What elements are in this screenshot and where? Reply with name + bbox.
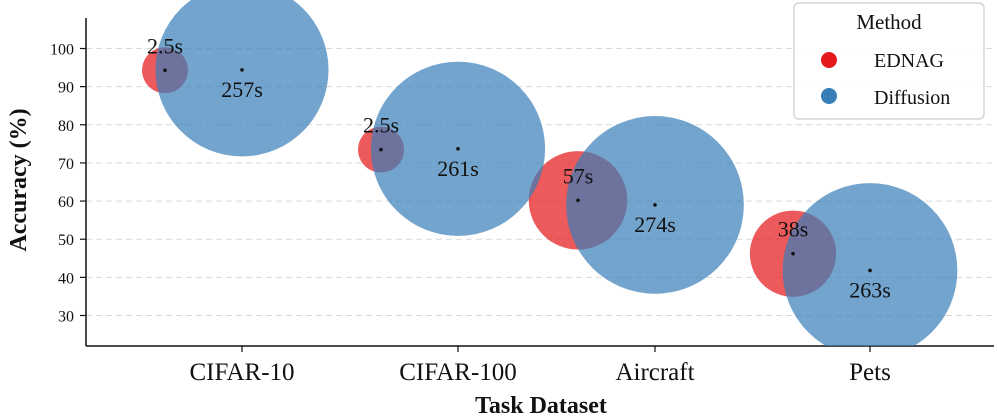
diffusion-time-label: 257s [221, 77, 263, 102]
ednag-center-dot [163, 68, 167, 73]
bubble-labels: 2.5s 2.5s 57s 38s 257s 261s 274s 263s [147, 33, 891, 302]
legend-box [793, 2, 985, 120]
legend-label-ednag: EDNAG [874, 50, 944, 72]
legend: Method EDNAG Diffusion [793, 2, 985, 120]
diffusion-time-label: 263s [849, 277, 891, 302]
ednag-time-label: 2.5s [147, 33, 183, 58]
x-axis-title: Task Dataset [475, 393, 607, 418]
diffusion-bubble [155, 0, 329, 157]
x-tick-label: CIFAR-100 [399, 359, 517, 386]
y-tick-label: 60 [58, 194, 74, 211]
ednag-center-dot [379, 147, 383, 152]
diffusion-time-label: 274s [634, 212, 676, 237]
legend-marker-ednag [821, 52, 837, 68]
diffusion-center-dot [868, 268, 872, 273]
ednag-time-label: 2.5s [363, 113, 399, 138]
diffusion-center-dot [240, 68, 244, 72]
legend-marker-diffusion [821, 88, 837, 104]
diffusion-bubble [782, 183, 958, 346]
legend-title: Method [856, 10, 922, 34]
y-tick-label: 50 [58, 232, 74, 249]
diffusion-center-dot [456, 147, 460, 151]
y-tick-label: 90 [58, 80, 74, 97]
y-tick-label: 40 [58, 270, 74, 287]
ednag-center-dot [791, 251, 795, 256]
y-tick-label: 70 [58, 156, 74, 173]
x-tick-label: CIFAR-10 [189, 359, 294, 386]
ednag-time-label: 38s [778, 217, 809, 242]
legend-label-diffusion: Diffusion [874, 87, 950, 109]
ticks: 30 40 50 60 70 80 90 100 CIFAR-10 CIFAR-100 Aircra… [50, 42, 891, 386]
y-axis-title: Accuracy (%) [6, 108, 32, 251]
y-tick-label: 100 [50, 42, 74, 59]
ednag-center-dot [576, 198, 580, 203]
diffusion-time-label: 261s [437, 156, 479, 181]
ednag-time-label: 57s [563, 163, 594, 188]
diffusion-center-dot [653, 203, 657, 207]
y-tick-label: 80 [58, 118, 74, 135]
x-tick-label: Aircraft [615, 359, 694, 386]
x-tick-label: Pets [849, 359, 891, 386]
y-tick-label: 30 [58, 308, 74, 325]
